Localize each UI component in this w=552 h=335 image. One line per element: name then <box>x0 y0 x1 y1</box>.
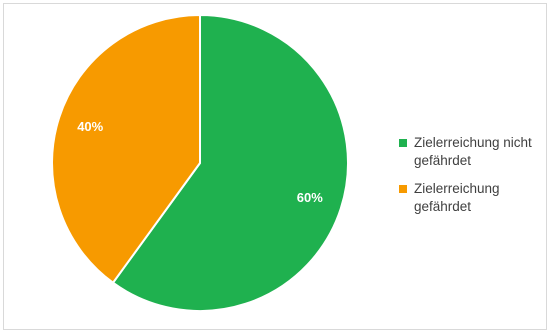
legend-label-not-endangered-line1: Zielerreichung nicht <box>414 135 532 150</box>
legend-swatch-green <box>399 139 407 147</box>
legend-item-not-endangered: Zielerreichung nicht gefährdet <box>399 134 549 170</box>
pie-data-label-1: 40% <box>77 119 103 134</box>
legend-item-endangered: Zielerreichung gefährdet <box>399 180 549 216</box>
pie-slices <box>52 15 348 311</box>
legend-label-endangered-line2: gefährdet <box>414 199 471 214</box>
legend-label-endangered-line1: Zielerreichung <box>414 181 500 196</box>
legend: Zielerreichung nicht gefährdet Zielerrei… <box>399 134 549 226</box>
legend-swatch-orange <box>399 185 407 193</box>
pie-data-label-0: 60% <box>297 190 323 205</box>
legend-label-not-endangered-line2: gefährdet <box>414 153 471 168</box>
